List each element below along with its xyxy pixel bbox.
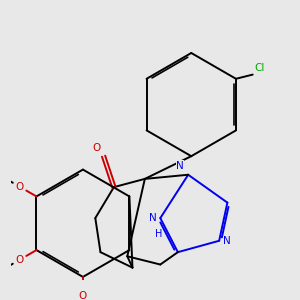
Text: O: O [79, 291, 87, 300]
Text: N: N [223, 236, 231, 246]
Text: H: H [155, 229, 163, 239]
Text: O: O [15, 182, 24, 192]
Text: O: O [92, 143, 101, 153]
Text: O: O [15, 255, 24, 265]
Text: N: N [176, 160, 184, 171]
Text: N: N [149, 213, 157, 223]
Text: Cl: Cl [254, 63, 264, 73]
